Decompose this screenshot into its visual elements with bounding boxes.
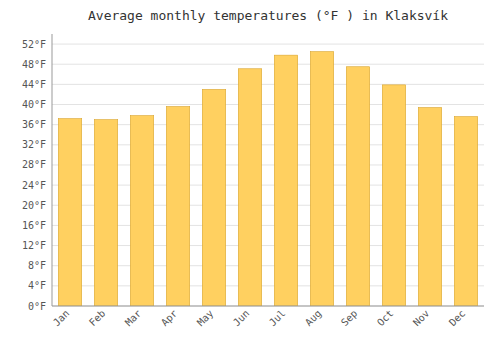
- grid: [52, 44, 484, 306]
- grid-line: [52, 64, 484, 65]
- x-tick-label: Jan: [51, 308, 72, 329]
- bar: [94, 120, 117, 306]
- y-axis-line: [52, 34, 53, 306]
- x-axis-line: [52, 306, 484, 307]
- x-axis: Jan Feb Mar Apr May Jun Jul Aug Sep Oct Nov Dec: [51, 306, 484, 328]
- x-tick-label: Mar: [123, 308, 144, 329]
- grid-line: [52, 306, 484, 307]
- y-tick-label: 32°F: [22, 139, 46, 150]
- y-tick-label: 0°F: [28, 301, 46, 312]
- bar: [310, 52, 333, 306]
- y-tick-label: 40°F: [22, 99, 46, 110]
- bar: [202, 89, 225, 306]
- x-tick-label: Aug: [303, 308, 324, 329]
- x-tick-label: May: [195, 308, 216, 329]
- bar: [58, 119, 81, 306]
- bar: [382, 85, 405, 306]
- bar: [238, 69, 261, 306]
- y-tick-label: 16°F: [22, 220, 46, 231]
- title: Average monthly temperatures (°F ) in Kl…: [88, 8, 448, 23]
- chart-container: Average monthly temperatures (°F ) in Kl…: [0, 0, 500, 350]
- y-axis: 0°F 4°F 8°F 12°F 16°F 20°F 24°F 28°F 32°F 36°F 40°…: [22, 34, 52, 312]
- x-tick-label: Dec: [447, 308, 468, 329]
- chart: Average monthly temperatures (°F ) in Kl…: [0, 0, 500, 350]
- bar: [130, 116, 153, 306]
- x-tick-label: Jul: [267, 308, 288, 329]
- y-tick-label: 24°F: [22, 180, 46, 191]
- bar: [346, 67, 369, 306]
- y-tick-label: 8°F: [28, 260, 46, 271]
- y-tick-label: 4°F: [28, 280, 46, 291]
- y-tick-label: 36°F: [22, 119, 46, 130]
- y-tick-label: 28°F: [22, 159, 46, 170]
- x-tick-label: Jun: [231, 308, 252, 329]
- grid-line: [52, 84, 484, 85]
- bar: [274, 55, 297, 306]
- y-tick-label: 48°F: [22, 59, 46, 70]
- y-tick-label: 20°F: [22, 200, 46, 211]
- grid-line: [52, 104, 484, 105]
- x-tick-label: Sep: [339, 308, 360, 329]
- x-tick-label: Feb: [87, 308, 108, 329]
- y-tick-label: 44°F: [22, 79, 46, 90]
- bar: [454, 117, 477, 306]
- x-tick-label: Apr: [159, 308, 180, 329]
- background: [0, 0, 500, 350]
- y-tick-label: 52°F: [22, 39, 46, 50]
- bars: [58, 52, 477, 306]
- x-tick-label: Oct: [375, 308, 396, 329]
- bar: [166, 107, 189, 306]
- grid-line: [52, 44, 484, 45]
- bar: [418, 108, 441, 306]
- y-tick-label: 12°F: [22, 240, 46, 251]
- x-tick-label: Nov: [411, 308, 432, 329]
